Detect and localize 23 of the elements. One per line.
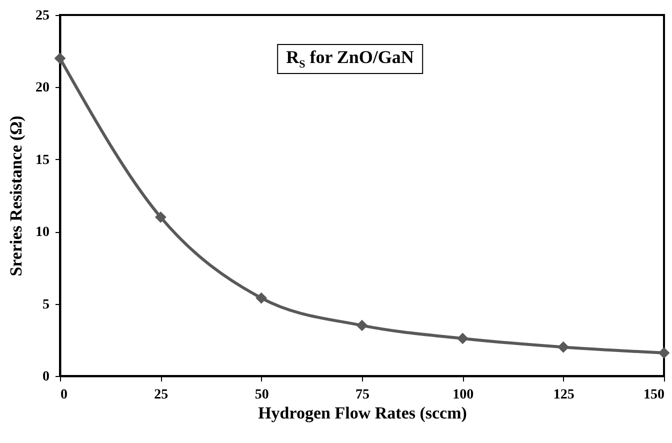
point (154, 211, 166, 223)
point (54, 52, 66, 64)
point (256, 292, 268, 304)
y-tick-label: 10 (36, 225, 50, 240)
x-tick-label: 25 (154, 388, 168, 402)
point (356, 320, 368, 332)
x-tick-label: 0 (60, 388, 68, 402)
point (456, 332, 468, 344)
x-tick-label: 100 (452, 388, 474, 402)
x-tick-label: 125 (553, 388, 574, 402)
annotation: R$_{S}$ for ZnO/GaN (277, 44, 423, 74)
y-axis-title: Sreries Resistance (Ω) (6, 116, 26, 276)
x-tick-label: 75 (356, 388, 370, 402)
x-axis-title: Hydrogen Flow Rates (sccm) (258, 404, 467, 422)
point (658, 347, 670, 359)
y-tick-label: 20 (36, 80, 50, 96)
y-tick-label: 15 (36, 152, 50, 168)
y-tick-label: 5 (42, 297, 50, 312)
x-tick-label: 150 (644, 388, 664, 402)
y-tick-label: 25 (36, 8, 50, 24)
y-tick-label: 0 (42, 370, 50, 384)
x-tick-label: 50 (254, 388, 269, 402)
point (558, 341, 570, 353)
